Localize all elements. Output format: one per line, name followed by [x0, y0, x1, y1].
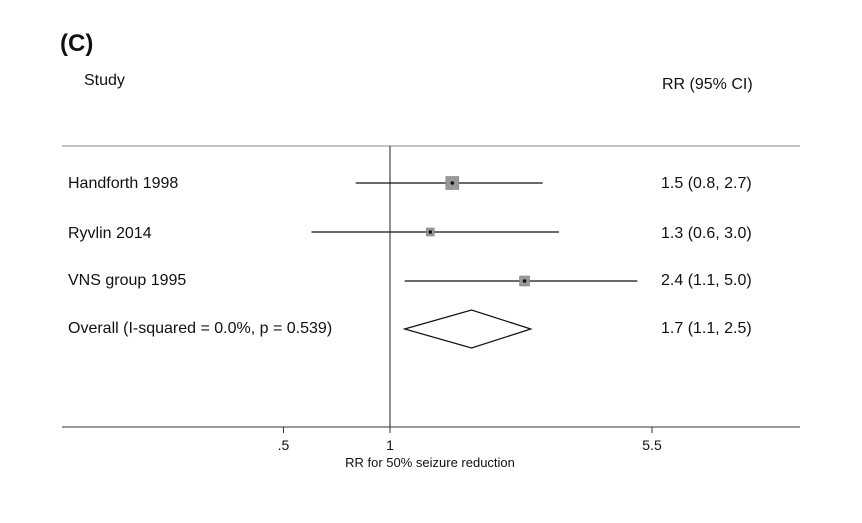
study-column-header: Study — [84, 72, 125, 89]
x-axis-label: RR for 50% seizure reduction — [345, 455, 515, 470]
overall-diamond — [402, 309, 533, 349]
point-estimate — [450, 181, 455, 185]
study-label: VNS group 1995 — [68, 272, 187, 289]
panel-label: (C) — [60, 30, 94, 57]
rr-column-header: RR (95% CI) — [662, 76, 753, 93]
x-tick-label: 1 — [386, 437, 394, 453]
study-label: Ryvlin 2014 — [68, 225, 152, 242]
overall-ci-text: 1.7 (1.1, 2.5) — [661, 320, 752, 337]
study-ci-text: 2.4 (1.1, 5.0) — [661, 272, 752, 289]
overall-label: Overall (I-squared = 0.0%, p = 0.539) — [68, 320, 333, 337]
x-tick-label: 5.5 — [642, 437, 662, 453]
x-tick-label: .5 — [278, 437, 290, 453]
study-ci-text: 1.3 (0.6, 3.0) — [661, 225, 752, 242]
point-estimate — [428, 230, 433, 234]
point-estimate — [522, 279, 527, 283]
study-ci-text: 1.5 (0.8, 2.7) — [661, 175, 752, 192]
study-label: Handforth 1998 — [68, 175, 179, 192]
